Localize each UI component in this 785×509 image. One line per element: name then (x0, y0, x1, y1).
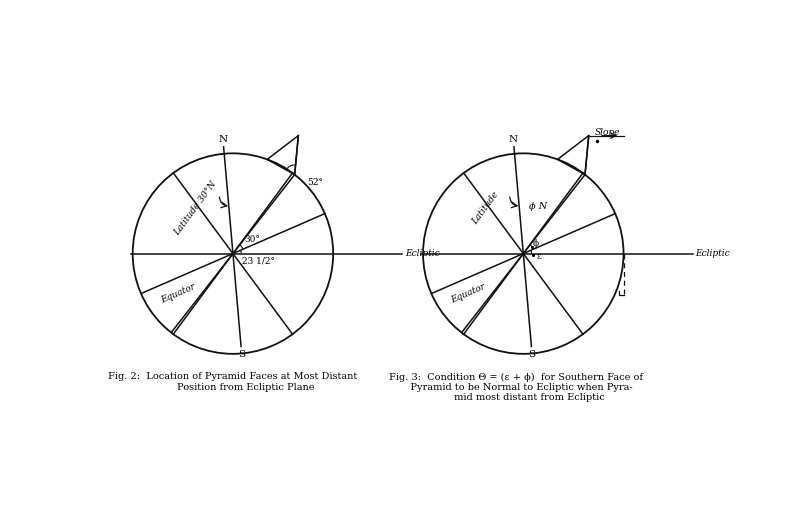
Text: 52°: 52° (307, 178, 323, 187)
Text: Fig. 3:  Condition Θ = (ε + ϕ)  for Southern Face of
   Pyramid to be Normal to : Fig. 3: Condition Θ = (ε + ϕ) for Southe… (389, 373, 644, 403)
Text: Equator: Equator (450, 282, 487, 305)
Text: Ecliptic: Ecliptic (696, 249, 730, 258)
Text: Latitude 30°N: Latitude 30°N (172, 179, 218, 237)
Text: Ecliptic: Ecliptic (405, 249, 440, 258)
Text: 23 1/2°: 23 1/2° (242, 257, 275, 265)
Text: Equator: Equator (159, 282, 196, 305)
Text: Slope: Slope (594, 128, 619, 136)
Text: S: S (528, 350, 535, 359)
Text: ϕ N: ϕ N (529, 202, 547, 211)
Text: 30°: 30° (244, 235, 260, 244)
Text: Fig. 2:  Location of Pyramid Faces at Most Distant
        Position from Eclipti: Fig. 2: Location of Pyramid Faces at Mos… (108, 373, 357, 392)
Text: N: N (218, 135, 228, 145)
Text: ϕ: ϕ (533, 239, 539, 248)
Text: S: S (238, 350, 246, 359)
Text: N: N (509, 135, 518, 145)
Text: ε: ε (536, 252, 541, 261)
Text: Latitude: Latitude (470, 190, 500, 227)
